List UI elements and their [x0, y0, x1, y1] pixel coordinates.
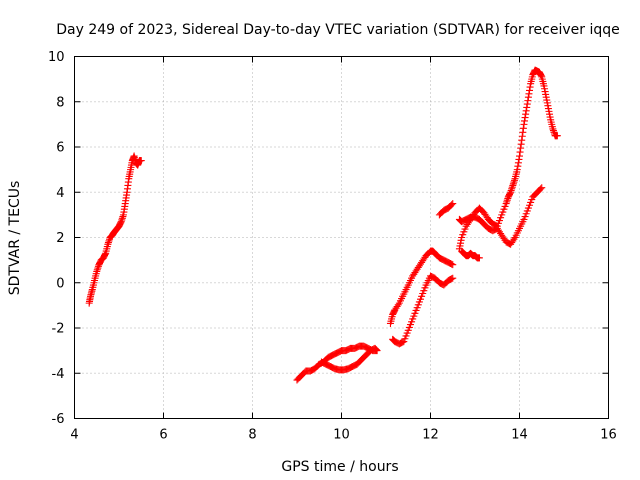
y-tick-label: -2	[52, 322, 65, 337]
data-point	[503, 198, 511, 206]
data-point	[525, 90, 533, 98]
data-point	[524, 97, 532, 105]
data-point	[515, 155, 523, 163]
data-point	[526, 86, 534, 94]
data-point	[516, 148, 524, 156]
data-points	[85, 66, 561, 384]
data-point	[517, 140, 525, 148]
data-point	[101, 250, 109, 258]
series-arc-5	[435, 200, 457, 219]
data-point	[521, 117, 529, 125]
data-point	[448, 260, 456, 268]
data-point	[517, 144, 525, 152]
x-axis-label: GPS time / hours	[281, 459, 398, 475]
y-tick-label: 8	[56, 95, 64, 110]
data-point	[93, 266, 101, 274]
data-point	[509, 180, 517, 188]
series-arc-8	[458, 247, 483, 262]
data-point	[537, 72, 545, 80]
data-point	[549, 127, 557, 135]
axis-ticks: 4 6 8 10 12 14 16 -6 -4 -2 0 2 4 6 8 10	[48, 50, 617, 443]
data-point	[520, 120, 528, 128]
x-tick-label: 14	[511, 428, 528, 443]
data-point	[508, 183, 516, 191]
data-point	[105, 237, 113, 245]
data-point	[538, 184, 546, 192]
data-point	[519, 128, 527, 136]
data-point	[319, 359, 327, 367]
y-tick-label: 4	[56, 186, 64, 201]
y-tick-label: -6	[52, 412, 65, 427]
series-arc-7	[455, 184, 546, 248]
x-tick-label: 4	[70, 428, 78, 443]
data-point	[448, 201, 456, 209]
data-point	[104, 240, 112, 248]
data-point	[119, 213, 127, 221]
data-point	[526, 83, 534, 91]
data-point	[510, 178, 518, 186]
x-tick-label: 6	[159, 428, 167, 443]
data-point	[509, 181, 517, 189]
data-point	[502, 200, 510, 208]
data-point	[448, 275, 456, 283]
data-point	[507, 188, 515, 196]
data-point	[394, 301, 402, 309]
data-point	[514, 159, 522, 167]
y-tick-label: 2	[56, 231, 64, 246]
data-point	[118, 216, 126, 224]
x-tick-label: 16	[600, 428, 617, 443]
series-arc-6	[455, 66, 561, 253]
data-point	[117, 218, 125, 226]
data-point	[503, 196, 511, 204]
chart-title: Day 249 of 2023, Sidereal Day-to-day VTE…	[56, 22, 620, 38]
series-arc-1	[85, 152, 145, 307]
data-point	[317, 358, 325, 366]
data-point	[93, 267, 101, 275]
series-arc-4	[389, 272, 457, 348]
data-point	[104, 239, 112, 247]
data-point	[513, 166, 521, 174]
data-point	[514, 162, 522, 170]
data-point	[522, 107, 530, 115]
data-point	[523, 100, 531, 108]
x-tick-label: 8	[248, 428, 256, 443]
y-tick-label: -4	[52, 367, 65, 382]
data-point	[518, 136, 526, 144]
grid	[74, 56, 609, 419]
data-point	[475, 254, 483, 262]
data-point	[553, 132, 561, 140]
data-point	[521, 114, 529, 122]
data-point	[508, 185, 516, 193]
data-point	[510, 235, 518, 243]
data-point	[449, 261, 457, 269]
data-point	[549, 125, 557, 133]
y-axis-label: SDTVAR / TECUs	[7, 181, 23, 296]
y-tick-label: 10	[48, 50, 65, 65]
data-point	[94, 264, 102, 272]
data-point	[518, 132, 526, 140]
x-tick-label: 12	[422, 428, 439, 443]
data-point	[522, 110, 530, 118]
data-point	[449, 274, 457, 282]
data-point	[537, 185, 545, 193]
data-point	[137, 157, 145, 165]
y-tick-label: 6	[56, 141, 64, 156]
data-point	[507, 187, 515, 195]
data-point	[516, 152, 523, 160]
series-arc-2	[293, 342, 381, 384]
data-point	[523, 103, 531, 111]
data-point	[118, 214, 126, 222]
y-tick-label: 0	[56, 276, 64, 291]
data-point	[519, 124, 527, 132]
data-point	[524, 93, 532, 101]
data-point	[449, 200, 457, 208]
series-arc-3	[386, 247, 457, 327]
data-point	[510, 176, 518, 184]
x-tick-label: 10	[333, 428, 350, 443]
